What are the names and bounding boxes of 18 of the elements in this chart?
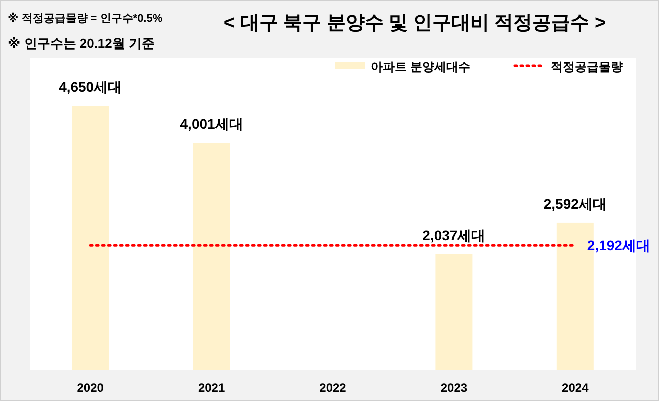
- text: ※ 적정공급물량 = 인구수*0.5%: [8, 12, 163, 25]
- x-tick-label: 2023: [440, 381, 468, 395]
- data-label: 2,192세대: [587, 238, 650, 254]
- bar: [72, 106, 110, 370]
- bar: [436, 254, 473, 370]
- bar: [193, 143, 230, 370]
- x-tick-label: 2020: [77, 381, 104, 395]
- x-tick-label: 2021: [198, 381, 226, 395]
- data-label: 4,650세대: [59, 79, 122, 96]
- data-label: 2,592세대: [544, 196, 607, 212]
- data-label: 4,001세대: [180, 116, 244, 132]
- legend-label: 적정공급물량: [551, 60, 623, 74]
- data-label: 2,037세대: [422, 227, 486, 244]
- x-tick-label: 2022: [320, 381, 347, 395]
- chart-title: < 대구 북구 분양수 및 인구대비 적정공급수 >: [224, 13, 606, 34]
- legend-label: 아파트 분양세대수: [371, 60, 470, 74]
- x-tick-label: 2024: [562, 381, 590, 395]
- text: ※ 인구수는 20.12월 기준: [8, 36, 156, 51]
